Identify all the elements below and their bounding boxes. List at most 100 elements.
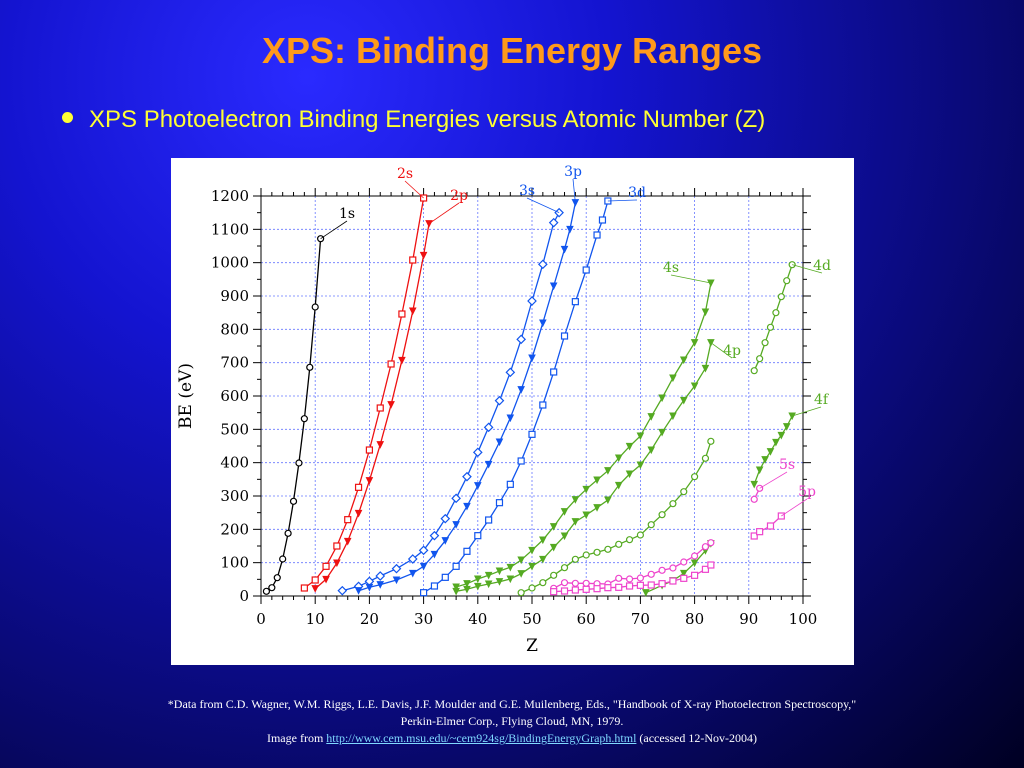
data-point [604,496,612,505]
y-tick-label: 900 [220,287,249,305]
data-point [593,585,601,593]
label-leader [320,220,348,239]
data-point [772,309,780,317]
data-point [571,518,580,526]
data-point [582,585,590,593]
x-tick-label: 60 [577,610,596,628]
data-point [658,428,666,437]
series-label: 4p [723,343,741,359]
data-point [527,296,537,306]
data-point [528,546,536,555]
source-link[interactable]: http://www.cem.msu.edu/~cem924sg/Binding… [326,731,637,745]
series-line [553,564,712,593]
data-point [419,251,428,260]
y-tick-label: 0 [239,587,249,605]
data-point [755,466,764,475]
data-point [549,543,558,552]
data-point [636,581,644,589]
data-point [485,516,493,524]
data-point [452,583,460,592]
label-leader [670,274,711,284]
data-point [268,584,276,592]
data-point [571,298,579,306]
series-label: 3s [519,183,535,199]
data-point [419,562,428,571]
data-point [647,570,655,578]
x-tick-label: 90 [739,610,758,628]
data-point [506,575,515,584]
data-point [279,555,287,563]
x-tick-label: 80 [685,610,704,628]
data-point [761,456,769,464]
series-2p [311,220,433,593]
data-point [408,307,417,316]
data-point [690,473,699,481]
data-point [756,355,764,363]
data-point [690,552,699,560]
data-point [614,481,623,490]
footnote: *Data from C.D. Wagner, W.M. Riggs, L.E.… [0,696,1024,747]
series-1s [262,235,325,595]
data-point [495,438,504,447]
series-line [553,542,712,589]
data-point [701,565,710,573]
data-point [333,542,341,550]
series-label: 4f [814,392,830,408]
data-point [387,401,395,409]
data-point [636,432,645,441]
data-point [669,500,677,508]
data-point [615,574,623,582]
data-point [539,319,547,328]
y-tick-label: 700 [220,354,249,372]
data-point [506,414,515,423]
data-point [429,530,440,541]
data-point [625,470,634,479]
x-tick-label: 30 [414,610,433,628]
data-point [788,261,796,269]
data-point [560,587,569,595]
data-point [766,522,775,530]
data-point [593,504,601,512]
label-leader [526,197,560,214]
data-point [593,231,601,239]
data-point [593,548,601,556]
data-point [408,569,417,578]
data-point [750,495,758,503]
data-point [365,477,374,485]
data-point [333,559,341,568]
data-point [528,584,536,592]
data-point [473,582,482,591]
data-point [452,521,460,529]
y-tick-label: 500 [220,420,249,438]
data-point [539,579,547,587]
data-point [598,216,607,224]
data-point [494,395,505,406]
series-4p [452,339,715,596]
data-point [766,323,775,331]
data-point [376,404,384,412]
data-point [680,558,688,566]
x-tick-label: 40 [468,610,487,628]
data-point [625,582,634,590]
data-point [440,513,451,524]
data-point [517,556,525,565]
data-point [582,511,591,520]
data-point [516,334,527,345]
data-point [679,569,688,578]
data-point [783,277,791,285]
data-point [506,480,514,488]
data-point [614,454,623,463]
y-tick-label: 1100 [211,220,249,238]
data-point [679,356,688,365]
data-point [604,545,612,553]
label-leader [607,199,638,202]
data-point [582,551,590,559]
data-point [571,586,579,594]
data-point [642,589,650,597]
data-point [604,584,612,592]
data-point [484,580,493,589]
data-point [495,567,504,576]
data-point [647,446,656,455]
data-point [430,582,439,590]
data-point [528,354,536,363]
